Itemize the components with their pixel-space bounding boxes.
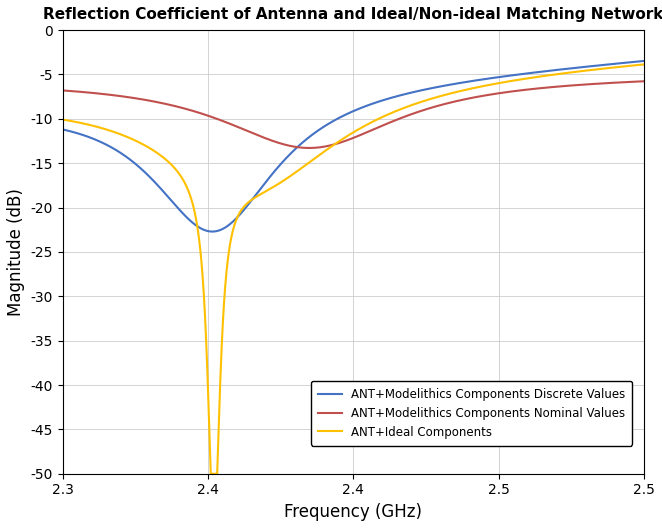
ANT+Ideal Components (437, 93, 445, 99)
ANT+Ideal Components (493, 80, 500, 87)
ANT+Modelithics Components Nominal Values (437, 102, 445, 108)
ANT+Ideal Components (59, 116, 67, 122)
ANT+Modelithics Components Discrete Values (281, 156, 289, 163)
ANT+Modelithics Components Nominal Values (493, 90, 500, 97)
ANT+Modelithics Components Discrete Values (164, 194, 172, 200)
Line: ANT+Modelithics Components Nominal Values: ANT+Modelithics Components Nominal Value… (63, 81, 644, 148)
ANT+Modelithics Components Nominal Values (164, 101, 172, 108)
ANT+Modelithics Components Discrete Values (209, 229, 216, 235)
ANT+Modelithics Components Nominal Values (640, 78, 648, 84)
ANT+Modelithics Components Discrete Values (537, 69, 545, 75)
ANT+Modelithics Components Discrete Values (437, 83, 445, 90)
Line: ANT+Modelithics Components Discrete Values: ANT+Modelithics Components Discrete Valu… (63, 61, 644, 232)
Title: Reflection Coefficient of Antenna and Ideal/Non-ideal Matching Network: Reflection Coefficient of Antenna and Id… (43, 7, 662, 22)
ANT+Modelithics Components Discrete Values (493, 74, 500, 81)
ANT+Ideal Components (207, 470, 214, 477)
ANT+Modelithics Components Discrete Values (408, 89, 416, 96)
Line: ANT+Ideal Components: ANT+Ideal Components (63, 64, 644, 474)
ANT+Modelithics Components Nominal Values (281, 142, 289, 148)
ANT+Ideal Components (164, 158, 172, 165)
ANT+Modelithics Components Nominal Values (537, 85, 545, 91)
ANT+Ideal Components (281, 176, 289, 183)
ANT+Modelithics Components Discrete Values (640, 58, 648, 64)
Y-axis label: Magnitude (dB): Magnitude (dB) (7, 188, 25, 316)
ANT+Ideal Components (408, 102, 416, 108)
Legend: ANT+Modelithics Components Discrete Values, ANT+Modelithics Components Nominal V: ANT+Modelithics Components Discrete Valu… (311, 381, 632, 446)
X-axis label: Frequency (GHz): Frequency (GHz) (285, 503, 422, 521)
ANT+Modelithics Components Nominal Values (408, 111, 416, 117)
ANT+Ideal Components (640, 61, 648, 68)
ANT+Modelithics Components Discrete Values (59, 126, 67, 133)
ANT+Modelithics Components Nominal Values (59, 87, 67, 93)
ANT+Modelithics Components Nominal Values (305, 145, 313, 151)
ANT+Ideal Components (537, 73, 545, 80)
